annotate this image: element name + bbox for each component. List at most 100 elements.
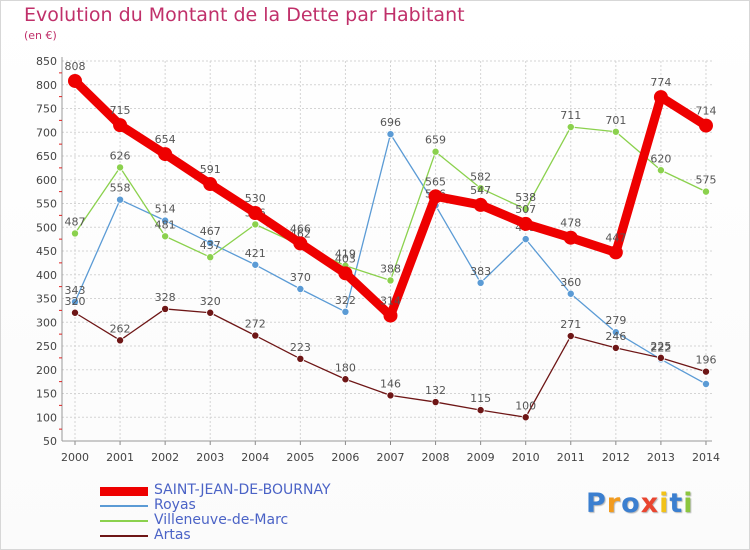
x-tick-label: 2005 [286,451,314,464]
data-label: 478 [560,217,581,230]
legend-swatch [100,487,148,496]
data-point [386,391,395,400]
data-point [206,238,215,247]
data-label: 514 [155,203,176,216]
data-label: 196 [695,354,716,367]
data-label: 696 [380,116,401,129]
unit-label: (en €) [24,29,57,42]
data-label: 626 [110,149,131,162]
x-tick-label: 2012 [602,451,630,464]
y-tick-label: 850 [36,55,57,68]
data-point [296,284,305,293]
data-label: 132 [425,384,446,397]
data-point [341,375,350,384]
data-label: 466 [290,222,311,235]
proxiti-logo: Proxiti [586,488,694,519]
y-tick-label: 450 [36,245,57,258]
logo-letter: P [586,488,607,519]
data-label: 701 [605,114,626,127]
data-point [656,166,665,175]
data-point [518,216,533,231]
data-point [341,307,350,316]
data-point [251,220,260,229]
data-label: 565 [425,175,446,188]
data-point [608,245,623,260]
data-point [611,343,620,352]
data-point [161,216,170,225]
y-tick-label: 600 [36,174,57,187]
y-tick-label: 500 [36,221,57,234]
x-tick-label: 2001 [106,451,134,464]
y-tick-label: 350 [36,293,57,306]
data-point [206,253,215,262]
data-point [116,336,125,345]
data-point [701,379,710,388]
data-label: 447 [605,231,626,244]
data-label: 659 [425,134,446,147]
data-point [248,206,263,220]
data-label: 383 [470,265,491,278]
data-label: 370 [290,271,311,284]
logo-letter: x [640,488,660,519]
data-label: 272 [245,318,266,331]
data-label: 360 [560,276,581,289]
data-point [296,354,305,363]
x-tick-label: 2010 [512,451,540,464]
data-label: 271 [560,318,581,331]
data-point [71,229,80,238]
data-label: 437 [200,239,221,252]
data-point [116,163,125,172]
data-label: 403 [335,252,356,265]
x-tick-label: 2004 [241,451,269,464]
data-point [428,189,443,204]
legend-swatch [100,535,148,537]
data-point [521,235,530,244]
y-tick-label: 100 [36,411,57,424]
legend-label: Royas [154,497,196,513]
data-label: 575 [695,174,716,187]
logo-letter: i [683,488,694,519]
data-label: 100 [515,399,536,412]
data-point [476,278,485,287]
legend-label: Villeneuve-de-Marc [154,512,289,528]
data-label: 262 [110,322,131,335]
data-point [521,205,530,214]
data-point [251,260,260,269]
data-label: 620 [650,152,671,165]
data-label: 328 [155,291,176,304]
data-point [611,328,620,337]
logo-letter: i [659,488,670,519]
y-tick-label: 700 [36,126,57,139]
y-tick-label: 250 [36,340,57,353]
data-label: 547 [470,184,491,197]
data-label: 279 [605,314,626,327]
data-label: 320 [65,295,86,308]
y-tick-label: 550 [36,198,57,211]
x-tick-label: 2006 [331,451,359,464]
legend-label: SAINT-JEAN-DE-BOURNAY [154,482,331,498]
data-point [116,195,125,204]
y-tick-label: 50 [43,435,57,448]
data-label: 774 [650,76,671,89]
data-point [611,127,620,136]
data-point [521,413,530,422]
data-label: 582 [470,170,491,183]
data-point [158,147,173,162]
data-label: 507 [515,203,536,216]
data-point [386,276,395,285]
data-point [653,90,668,105]
data-point [161,232,170,241]
data-point [473,197,488,212]
data-label: 487 [65,215,86,228]
data-point [383,308,398,323]
legend-swatch [100,520,148,522]
data-point [203,177,218,192]
data-label: 246 [605,330,626,343]
data-label: 421 [245,247,266,260]
data-point [476,184,485,193]
data-point [293,236,308,251]
data-label: 419 [335,248,356,261]
data-label: 530 [245,192,266,205]
data-point [566,332,575,341]
